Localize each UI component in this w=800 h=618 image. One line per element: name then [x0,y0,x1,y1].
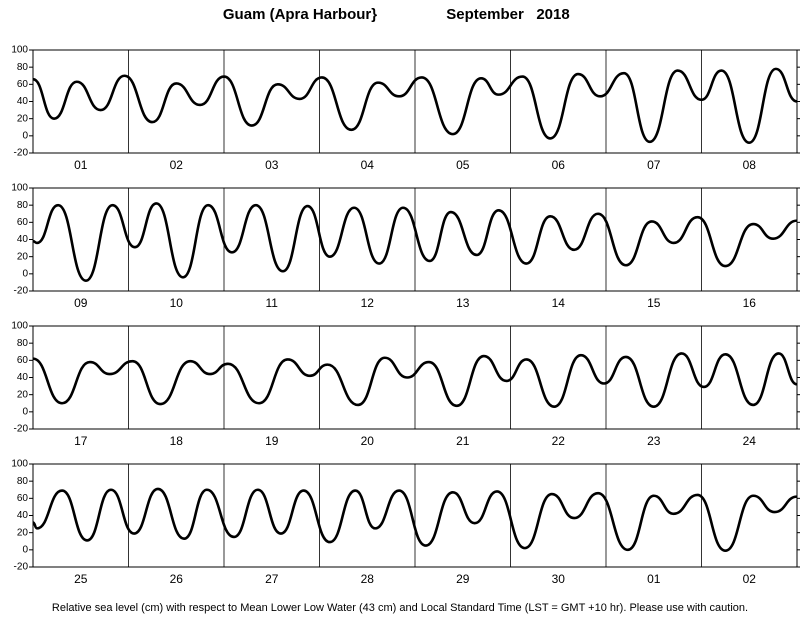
y-tick-label: 20 [17,389,29,400]
day-label: 02 [170,158,184,172]
day-label: 22 [552,434,566,448]
chart-period: September 2018 [446,6,569,23]
day-label: 02 [743,572,757,586]
day-label: 18 [170,434,184,448]
tide-curve [32,352,798,408]
tide-curve [32,67,798,145]
y-tick-label: 40 [17,510,29,521]
y-tick-label: 0 [22,130,28,141]
y-tick-label: 20 [17,527,29,538]
day-label: 06 [552,158,566,172]
y-tick-label: 60 [17,355,29,366]
day-label: 07 [647,158,661,172]
day-label: 25 [74,572,88,586]
day-label: 19 [265,434,279,448]
day-label: 27 [265,572,279,586]
day-label: 29 [456,572,470,586]
y-tick-label: 100 [11,183,28,194]
day-label: 15 [647,296,661,310]
y-tick-label: -20 [14,424,29,435]
day-label: 12 [361,296,375,310]
day-label: 04 [361,158,375,172]
day-label: 09 [74,296,88,310]
y-tick-label: 40 [17,372,29,383]
day-label: 17 [74,434,88,448]
footnote: Relative sea level (cm) with respect to … [52,602,748,614]
y-tick-label: -20 [14,286,29,297]
day-label: 05 [456,158,470,172]
tide-curve [32,202,798,283]
day-label: 08 [743,158,757,172]
day-label: 28 [361,572,375,586]
y-tick-label: 20 [17,251,29,262]
y-tick-label: 80 [17,476,29,487]
day-label: 21 [456,434,470,448]
day-label: 20 [361,434,375,448]
y-tick-label: 80 [17,62,29,73]
day-label: 01 [74,158,88,172]
day-label: 01 [647,572,661,586]
day-label: 13 [456,296,470,310]
y-tick-label: 100 [11,321,28,332]
y-tick-label: 20 [17,113,29,124]
day-label: 10 [170,296,184,310]
y-tick-label: 60 [17,79,29,90]
day-label: 24 [743,434,757,448]
chart-title: Guam (Apra Harbour} [223,6,377,23]
day-label: 03 [265,158,279,172]
day-label: 11 [266,296,279,310]
y-tick-label: 100 [11,45,28,56]
tide-curve [32,487,798,552]
y-tick-label: 0 [22,268,28,279]
day-label: 16 [743,296,757,310]
day-label: 30 [552,572,566,586]
y-tick-label: 80 [17,338,29,349]
y-tick-label: 60 [17,217,29,228]
y-tick-label: 0 [22,406,28,417]
y-tick-label: 40 [17,234,29,245]
y-tick-label: 40 [17,96,29,107]
y-tick-label: 0 [22,544,28,555]
y-tick-label: -20 [14,148,29,159]
y-tick-label: -20 [14,562,29,573]
day-label: 23 [647,434,661,448]
y-tick-label: 60 [17,493,29,504]
y-tick-label: 100 [11,459,28,470]
day-label: 14 [552,296,566,310]
day-label: 26 [170,572,184,586]
y-tick-label: 80 [17,200,29,211]
